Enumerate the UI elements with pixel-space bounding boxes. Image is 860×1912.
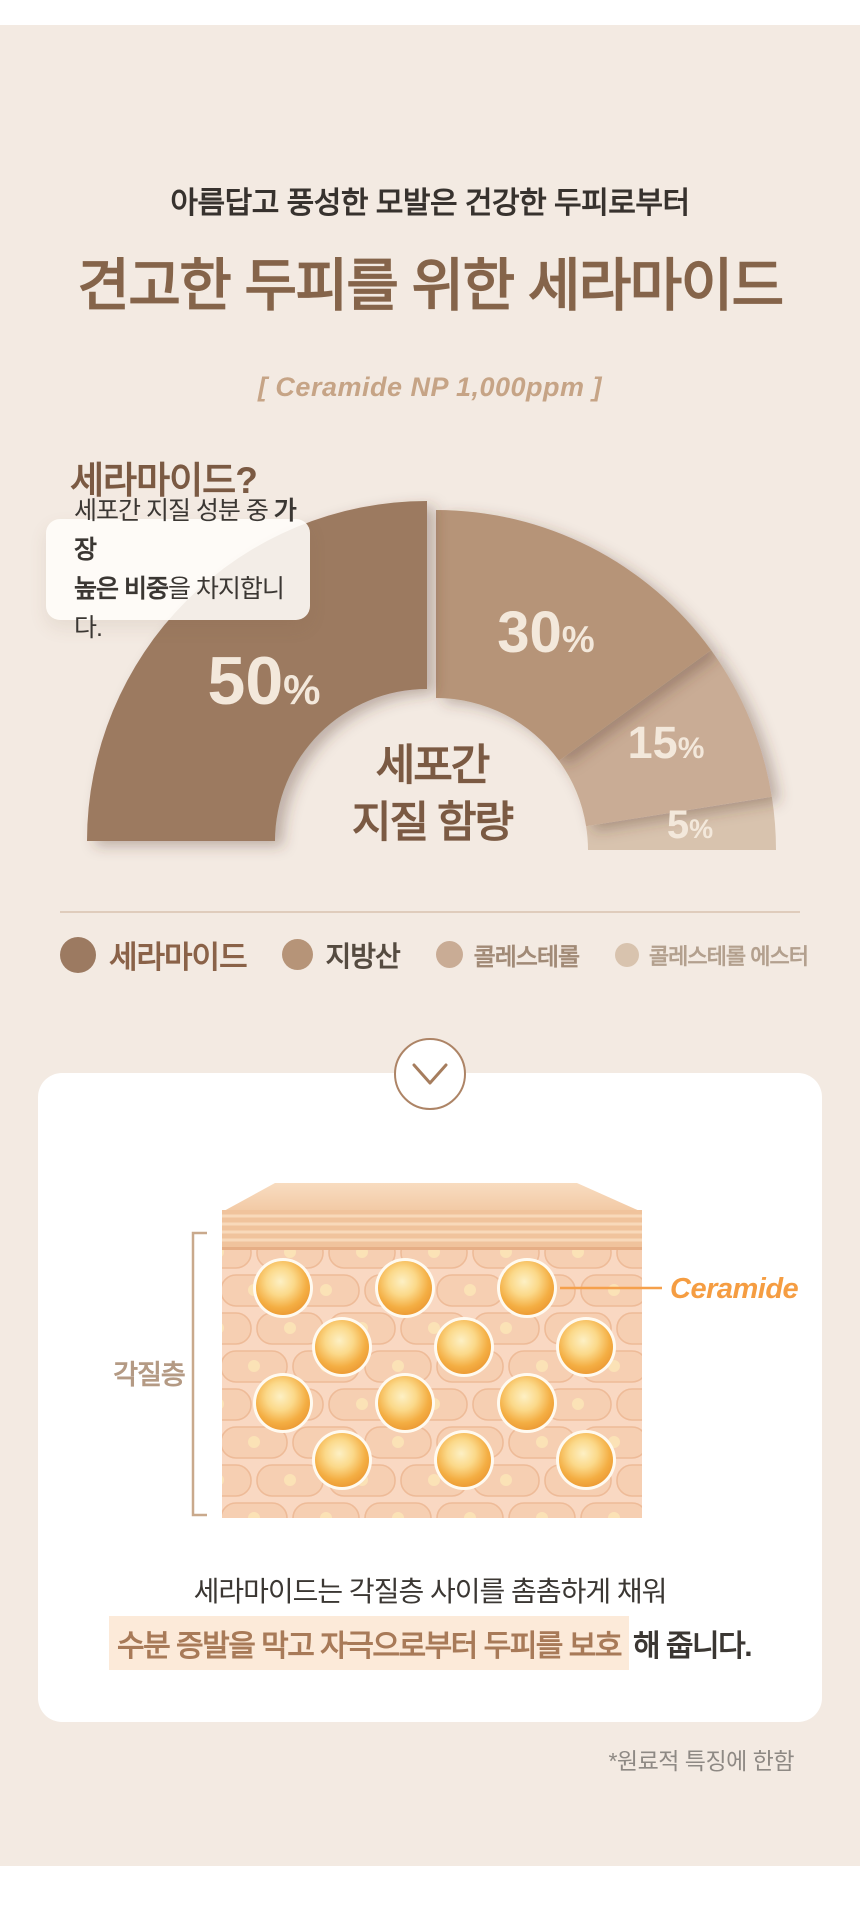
legend-item-fatty-acid: 지방산 xyxy=(282,935,401,975)
ceramide-ball xyxy=(375,1373,435,1433)
ceramide-info-card: 각질층 Ceramide 세라마이드는 각질층 사이를 촘촘하게 채워 수분 증… xyxy=(38,1073,822,1722)
chart-slice-labels: 50% 30% 15% 5% xyxy=(208,600,714,847)
legend-item-cholesterol: 콜레스테롤 xyxy=(435,937,580,972)
ceramide-ball xyxy=(497,1373,557,1433)
legend-item-ceramide: 세라마이드 xyxy=(60,932,248,977)
chevron-down-icon xyxy=(412,1063,448,1085)
header-tagline: 아름답고 풍성한 모발은 건강한 두피로부터 xyxy=(170,187,690,220)
slice-label-15: 15% xyxy=(628,717,705,768)
ceramide-ball xyxy=(556,1430,616,1490)
svg-text:세포간: 세포간 xyxy=(376,742,490,790)
caption-tail: 해 줍니다. xyxy=(632,1630,753,1663)
legend-dot-cholesterol xyxy=(435,941,463,968)
legend-label: 지방산 xyxy=(325,940,400,972)
ingredient-formula: [ Ceramide NP 1,000ppm ] xyxy=(257,372,603,402)
caption-highlight: 수분 증발을 막고 자극으로부터 두피를 보호 xyxy=(108,1616,629,1670)
slice-label-30: 30% xyxy=(497,600,594,665)
tooltip-line-1: 세포간 지질 성분 중 가장 xyxy=(74,496,297,564)
ceramide-ball xyxy=(434,1430,494,1490)
chart-center-label: 세포간 지질 함량 xyxy=(352,742,516,847)
card-caption-line1: 세라마이드는 각질층 사이를 촘촘하게 채워 xyxy=(193,1576,668,1607)
skin-layer-diagram: 각질층 Ceramide xyxy=(113,1183,799,1518)
ceramide-annotation: Ceramide xyxy=(670,1273,799,1305)
chart-slice-cholesterol-ester xyxy=(586,796,776,850)
stratum-corneum-bracket xyxy=(191,1231,207,1517)
chart-slice-cholesterol xyxy=(559,650,772,827)
lipid-composition-chart: 50% 30% 15% 5% 세포간 지질 함량 xyxy=(87,501,776,850)
skin-block xyxy=(222,1183,642,1518)
tooltip-line-2: 높은 비중을 차지합니다. xyxy=(74,574,285,642)
svg-text:지질 함량: 지질 함량 xyxy=(352,799,514,847)
stratum-corneum-label: 각질층 xyxy=(113,1360,185,1390)
ceramide-ball xyxy=(434,1317,494,1377)
ceramide-ball xyxy=(556,1317,616,1377)
legend-label: 콜레스테롤 xyxy=(473,944,580,971)
chart-tooltip: 세포간 지질 성분 중 가장 높은 비중을 차지합니다. xyxy=(46,497,310,642)
card-caption-line2: 수분 증발을 막고 자극으로부터 두피를 보호 해 줍니다. xyxy=(38,1616,822,1670)
ceramide-ball xyxy=(375,1258,435,1318)
chart-legend: 세라마이드 지방산 콜레스테롤 콜레스테롤 에스터 xyxy=(60,932,809,977)
stripe-lines xyxy=(222,1214,642,1242)
legend-label: 세라마이드 xyxy=(109,940,248,975)
ceramide-ball xyxy=(312,1430,372,1490)
scroll-down-button[interactable] xyxy=(394,1038,466,1110)
chart-slice-ceramide xyxy=(87,501,427,841)
section-heading-ceramide: 세라마이드? xyxy=(70,460,258,501)
legend-dot-cholesterol-ester xyxy=(614,942,639,967)
legend-dot-fatty-acid xyxy=(282,939,314,970)
slice-label-5: 5% xyxy=(667,803,713,847)
ceramide-ball xyxy=(253,1373,313,1433)
footnote: *원료적 특징에 한함 xyxy=(608,1748,794,1774)
chart-slice-fatty-acid xyxy=(436,510,712,761)
slice-label-50: 50% xyxy=(208,643,321,719)
ceramide-ball xyxy=(497,1258,557,1318)
legend-item-cholesterol-ester: 콜레스테롤 에스터 xyxy=(614,939,809,971)
legend-divider xyxy=(60,911,800,913)
ceramide-ball xyxy=(312,1317,372,1377)
legend-label: 콜레스테롤 에스터 xyxy=(648,943,809,969)
chart-slices xyxy=(87,501,776,850)
ceramide-ball xyxy=(253,1258,313,1318)
legend-dot-ceramide xyxy=(60,936,96,973)
page-title: 견고한 두피를 위한 세라마이드 xyxy=(77,254,784,318)
skin-block-top-face xyxy=(222,1183,642,1212)
